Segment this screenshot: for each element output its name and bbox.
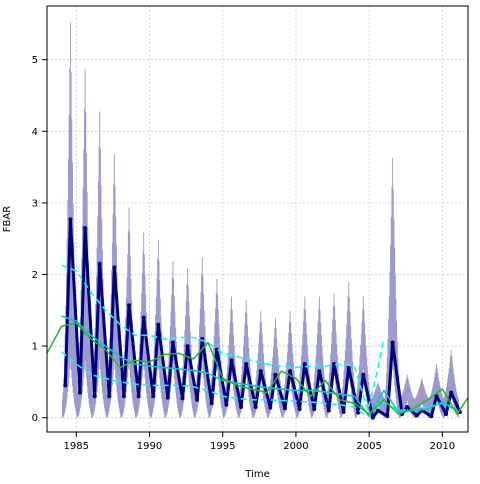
y-tick-label: 0 (32, 413, 38, 424)
mid-line (61, 315, 458, 418)
grid-layer (47, 6, 468, 432)
fbar-point (405, 404, 410, 409)
fbar-point (180, 396, 185, 401)
x-tick-label: 2010 (430, 441, 455, 452)
fbar-point (449, 390, 454, 395)
x-tick-label: 1985 (64, 441, 89, 452)
x-tick-label: 1990 (137, 441, 162, 452)
x-tick-label: 1995 (210, 441, 235, 452)
fbar-point (282, 406, 287, 411)
fbar-point (239, 404, 244, 409)
x-axis-title: Time (244, 469, 269, 480)
y-tick-label: 3 (32, 198, 38, 209)
y-tick-label: 4 (32, 127, 38, 138)
fbar-point (258, 369, 263, 374)
fbar-point (312, 407, 317, 412)
fbar-point (341, 409, 346, 414)
fbar-point (288, 369, 293, 374)
fbar-point (356, 410, 361, 415)
y-tick-label: 2 (32, 270, 38, 281)
fbar-point (361, 372, 366, 377)
fbar-point (121, 394, 126, 399)
fbar-point (302, 361, 307, 366)
plot-frame (46, 5, 469, 433)
fbar-point (326, 408, 331, 413)
fbar-point (107, 394, 112, 399)
y-tick-label: 5 (32, 55, 38, 66)
fbar-point (127, 303, 132, 308)
y-axis-title: FBAR (2, 206, 13, 232)
fbar-point (385, 414, 390, 419)
fbar-point (112, 265, 117, 270)
band-layer (46, 264, 469, 418)
fbar-point (83, 225, 88, 230)
fbar-point (97, 261, 102, 266)
fbar-layer (63, 217, 462, 420)
axis-layer: 1985 1990 1995 2000 2005 2010 0 1 2 3 4 5 (32, 55, 455, 452)
fbar-point (185, 344, 190, 349)
fbar-point (63, 383, 68, 388)
fbar-point (317, 369, 322, 374)
fbar-point (151, 394, 156, 399)
y-tick-label: 1 (32, 342, 38, 353)
fbar-point (244, 361, 249, 366)
fbar-point (77, 390, 82, 395)
fbar-point (346, 365, 351, 370)
fbar-point (370, 415, 375, 420)
x-tick-label: 2000 (283, 441, 308, 452)
fbar-point (229, 358, 234, 363)
trend-line (46, 322, 469, 415)
fbar-point (170, 340, 175, 345)
fbar-point (390, 340, 395, 345)
fbar-point (434, 394, 439, 399)
fbar-point (68, 217, 73, 222)
fbar-point (375, 408, 380, 413)
fbar-point (414, 413, 419, 418)
fbar-point (273, 372, 278, 377)
fbar-point (165, 395, 170, 400)
fbar-point (268, 405, 273, 410)
fbar-point (209, 401, 214, 406)
fbar-point (92, 394, 97, 399)
fbar-point (136, 394, 141, 399)
x-tick-label: 2005 (356, 441, 381, 452)
fbar-point (297, 407, 302, 412)
fbar-point (141, 315, 146, 320)
upper-band-line (61, 264, 385, 412)
fbar-point (253, 404, 258, 409)
fbar-point (156, 322, 161, 327)
fbar-point (195, 397, 200, 402)
fbar-point (224, 402, 229, 407)
fbar-point (444, 412, 449, 417)
fbar-point (429, 414, 434, 419)
